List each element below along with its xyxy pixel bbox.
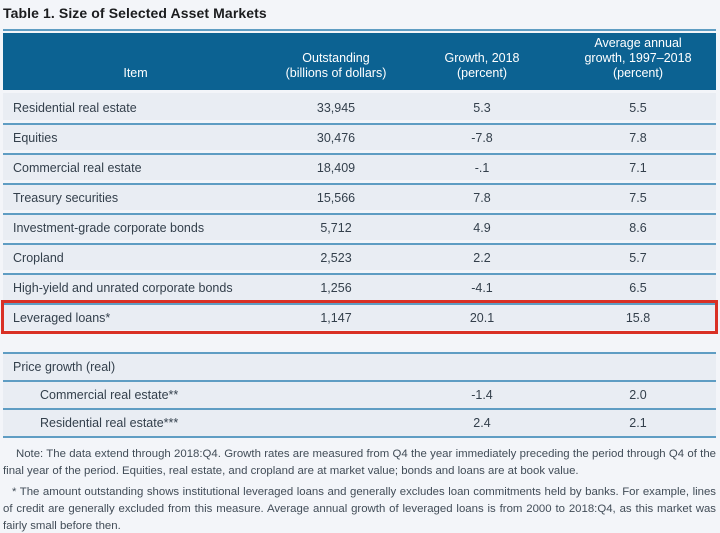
section-label: Price growth (real) <box>13 360 116 374</box>
notes: Note: The data extend through 2018:Q4. G… <box>3 446 716 533</box>
table-row: Equities 30,476 -7.8 7.8 <box>3 123 716 150</box>
cell-growth-2018: -1.4 <box>471 388 493 402</box>
cell-avg-growth: 7.5 <box>629 190 647 205</box>
table-note: Note: The data extend through 2018:Q4. G… <box>3 448 716 477</box>
cell-avg-growth: 15.8 <box>625 310 651 325</box>
cell-outstanding: 33,945 <box>316 100 356 115</box>
table-title: Table 1. Size of Selected Asset Markets <box>3 5 267 21</box>
cell-item: High-yield and unrated corporate bonds <box>13 280 233 295</box>
table-row: Residential real estate 33,945 5.3 5.5 <box>3 93 716 120</box>
cell-growth-2018: 20.1 <box>469 310 495 325</box>
table-row: Cropland 2,523 2.2 5.7 <box>3 243 716 270</box>
cell-avg-growth: 8.6 <box>629 220 647 235</box>
cell-growth-2018: 2.4 <box>473 416 491 430</box>
footnote-star: * The amount outstanding shows instituti… <box>3 486 716 532</box>
cell-avg-growth: 2.0 <box>629 388 647 402</box>
cell-item: Leveraged loans* <box>13 310 111 325</box>
cell-outstanding: 5,712 <box>320 220 352 235</box>
col-header-outstanding: Outstanding (billions of dollars) <box>285 51 387 80</box>
section-body: Commercial real estate** -1.4 2.0 Residenti… <box>3 380 716 438</box>
cell-growth-2018: 5.3 <box>473 100 491 115</box>
cell-item: Investment-grade corporate bonds <box>13 220 205 235</box>
cell-growth-2018: 2.2 <box>473 250 491 265</box>
table-row: Investment-grade corporate bonds 5,712 4.9… <box>3 213 716 240</box>
cell-avg-growth: 7.8 <box>629 130 647 145</box>
cell-avg-growth: 6.5 <box>629 280 647 295</box>
cell-growth-2018: 7.8 <box>473 190 491 205</box>
cell-avg-growth: 2.1 <box>629 416 647 430</box>
cell-outstanding: 30,476 <box>316 130 356 145</box>
cell-avg-growth: 7.1 <box>629 160 647 175</box>
cell-item: Commercial real estate** <box>40 388 179 402</box>
table-row: Residential real estate*** 2.4 2.1 <box>3 408 716 438</box>
cell-avg-growth: 5.7 <box>629 250 647 265</box>
cell-outstanding: 15,566 <box>316 190 356 205</box>
cell-item: Cropland <box>13 250 64 265</box>
cell-item: Residential real estate*** <box>40 416 179 430</box>
cell-growth-2018: -4.1 <box>471 280 493 295</box>
header-row: Item Outstanding (billions of dollars) G… <box>3 33 716 90</box>
cell-item: Treasury securities <box>13 190 119 205</box>
section-row-price-growth: Price growth (real) <box>3 352 716 380</box>
col-header-growth-2018: Growth, 2018 (percent) <box>444 51 520 80</box>
cell-outstanding: 1,256 <box>320 280 352 295</box>
table-row: Leveraged loans* 1,147 20.1 15.8 <box>1 300 718 334</box>
cell-item: Residential real estate <box>13 100 137 115</box>
table-body: Residential real estate 33,945 5.3 5.5 Equit… <box>1 93 718 334</box>
col-header-item: Item <box>123 66 148 80</box>
section-spacer <box>3 330 716 352</box>
top-rule <box>3 29 716 31</box>
cell-avg-growth: 5.5 <box>629 100 647 115</box>
table-row: Commercial real estate** -1.4 2.0 <box>3 380 716 408</box>
cell-outstanding: 2,523 <box>320 250 352 265</box>
cell-item: Equities <box>13 130 58 145</box>
table-row: Treasury securities 15,566 7.8 7.5 <box>3 183 716 210</box>
table-row: Commercial real estate 18,409 -.1 7.1 <box>3 153 716 180</box>
cell-growth-2018: -7.8 <box>471 130 493 145</box>
cell-item: Commercial real estate <box>13 160 142 175</box>
table-row: High-yield and unrated corporate bonds 1,… <box>3 273 716 300</box>
col-header-avg-growth: Average annual growth, 1997–2018 (percen… <box>584 36 692 80</box>
cell-growth-2018: -.1 <box>474 160 490 175</box>
asset-markets-table: Item Outstanding (billions of dollars) G… <box>1 29 718 533</box>
cell-growth-2018: 4.9 <box>473 220 491 235</box>
cell-outstanding: 18,409 <box>316 160 356 175</box>
cell-outstanding: 1,147 <box>320 310 352 325</box>
